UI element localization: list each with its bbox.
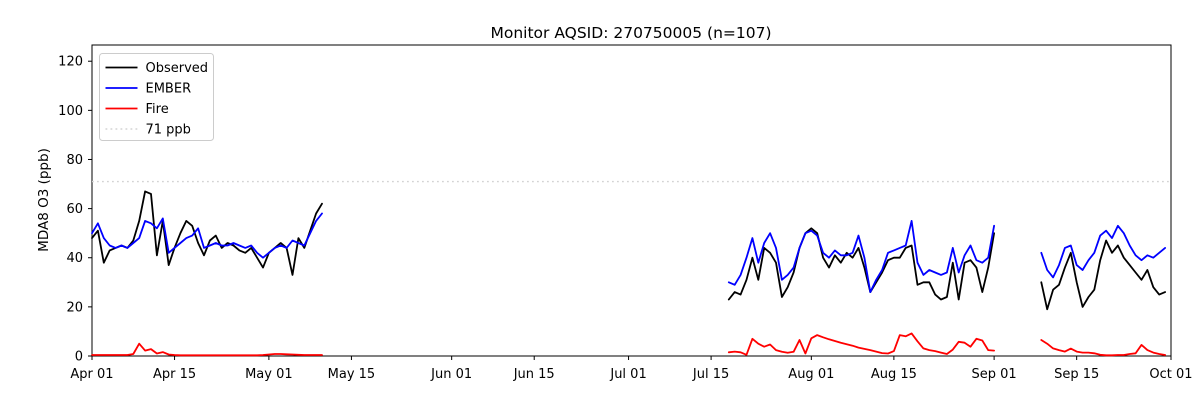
legend-label-fire: Fire xyxy=(146,102,169,117)
legend: Observed EMBER Fire 71 ppb xyxy=(99,53,214,141)
y-tick-label: 60 xyxy=(66,202,83,217)
series-line-fire-seg1 xyxy=(91,342,323,357)
x-tick-label: May 01 xyxy=(245,367,293,382)
x-tick-label: Jul 15 xyxy=(692,367,729,382)
series-line-fire-seg2 xyxy=(727,332,995,356)
y-tick-label: 80 xyxy=(66,153,83,168)
y-axis-label: MDA8 O3 (ppb) xyxy=(36,148,52,252)
series-line-ember-seg3 xyxy=(1040,224,1166,279)
series-lines-group xyxy=(91,190,1166,357)
x-tick-label: Sep 01 xyxy=(972,367,1017,382)
series-line-observed-seg2 xyxy=(727,227,995,301)
x-tick-label: Apr 15 xyxy=(153,367,196,382)
x-tick-label: Jul 01 xyxy=(609,367,646,382)
plot-area xyxy=(91,44,1172,357)
legend-box xyxy=(99,53,214,141)
x-tick-label: May 15 xyxy=(328,367,376,382)
x-tick-label: Jun 15 xyxy=(513,367,555,382)
legend-label-observed: Observed xyxy=(146,61,209,76)
series-line-ember-seg2 xyxy=(727,219,995,294)
x-tick-label: Aug 01 xyxy=(788,367,834,382)
legend-label-ember: EMBER xyxy=(146,82,192,97)
y-tick-label: 0 xyxy=(75,350,83,365)
x-axis-ticks: Apr 01 Apr 15 May 01 May 15 Jun 01 Jun 15 Jul … xyxy=(70,356,1193,382)
y-axis-ticks: 0 20 40 60 80 100 120 xyxy=(58,55,92,365)
x-tick-label: Apr 01 xyxy=(70,367,113,382)
y-tick-label: 100 xyxy=(58,104,83,119)
x-tick-label: Aug 15 xyxy=(871,367,917,382)
legend-label-71-ppb: 71 ppb xyxy=(146,123,191,138)
x-tick-label: Jun 01 xyxy=(430,367,472,382)
x-tick-label: Sep 15 xyxy=(1054,367,1099,382)
series-line-observed-seg3 xyxy=(1040,239,1166,311)
x-tick-label: Oct 01 xyxy=(1149,367,1192,382)
y-tick-label: 40 xyxy=(66,251,83,266)
y-tick-label: 20 xyxy=(66,300,83,315)
series-line-fire-seg3 xyxy=(1040,339,1166,357)
series-line-ember-seg1 xyxy=(91,212,323,259)
y-tick-label: 120 xyxy=(58,55,83,70)
chart-title: Monitor AQSID: 270750005 (n=107) xyxy=(490,24,771,42)
series-line-observed-seg1 xyxy=(91,190,323,276)
